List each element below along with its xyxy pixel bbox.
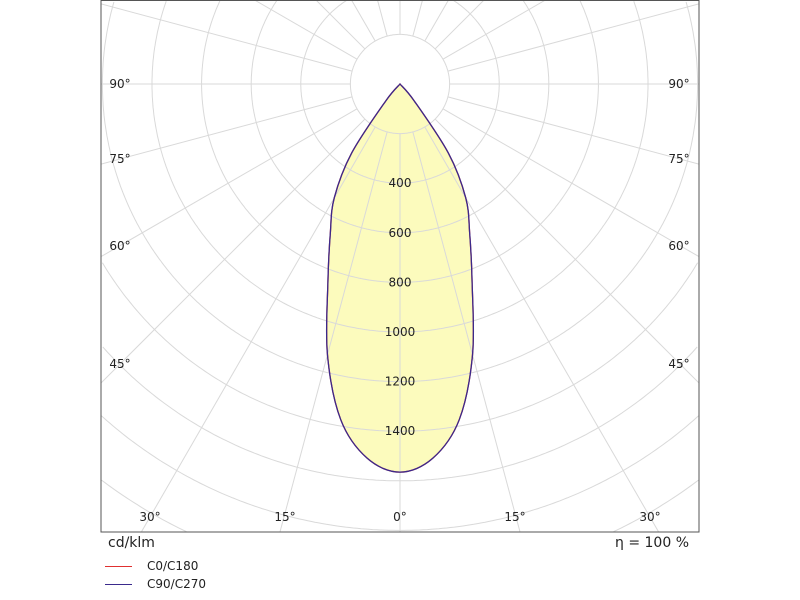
angle-label-right: 90° [668, 77, 689, 91]
grid-radial-line [101, 108, 358, 258]
grid-radial-line [351, 0, 376, 42]
radial-tick-label: 800 [389, 275, 412, 289]
angle-label-left: 90° [109, 77, 130, 91]
grid-radial-line [447, 96, 699, 165]
radial-tick-label: 600 [389, 226, 412, 240]
legend-item-c0-c180: C0/C180 [105, 559, 198, 573]
grid-radial-line [442, 108, 699, 258]
legend-item-c90-c270: C90/C270 [105, 577, 206, 591]
axis-labels: 400 600 800 1000 1200 1400 90° 75° 60° 45° 30° 15° 9… [109, 77, 689, 524]
grid-ring [101, 1, 699, 383]
legend-label: C90/C270 [147, 577, 206, 591]
radial-tick-label: 1000 [385, 325, 416, 339]
legend-swatch-red [105, 565, 132, 567]
grid-ring [250, 0, 550, 234]
legend-swatch-blue [105, 583, 132, 585]
grid-radial-line [254, 0, 358, 60]
grid-ring [151, 1, 649, 333]
angle-label-left: 30° [139, 510, 160, 524]
grid-radial-line [140, 126, 376, 532]
grid-radial-line [101, 96, 353, 165]
unit-label: cd/klm [108, 535, 155, 551]
angle-label-right: 45° [668, 357, 689, 371]
radial-tick-label: 1200 [385, 375, 416, 389]
series-curve [325, 82, 475, 473]
grid-radial-line [424, 126, 660, 532]
grid-radial-line [447, 3, 699, 72]
grid-radial-line [424, 0, 449, 42]
legend-label: C0/C180 [147, 559, 199, 573]
angle-label-right: 75° [668, 152, 689, 166]
grid-ring [101, 479, 699, 532]
angle-label-left: 15° [274, 510, 295, 524]
chart-frame [100, 0, 700, 533]
grid-ring [300, 0, 500, 184]
efficiency-label: η = 100 % [615, 535, 689, 551]
grid-radial-line [434, 118, 699, 384]
grid-radial-line [279, 131, 388, 532]
angle-label-right: 30° [639, 510, 660, 524]
radial-tick-label: 400 [389, 176, 412, 190]
angle-label-right: 60° [668, 239, 689, 253]
grid-radial-line [101, 118, 366, 384]
grid-ring [201, 0, 599, 283]
angle-label-left: 60° [109, 239, 130, 253]
angle-label-right: 15° [504, 510, 525, 524]
grid-radial-line [434, 0, 485, 50]
grid-radial-line [412, 131, 521, 532]
radial-tick-label: 1400 [385, 424, 416, 438]
grid-radial-line [412, 0, 423, 37]
grid-radial-line [315, 0, 366, 50]
angle-label-left: 45° [109, 357, 130, 371]
grid-radial-line [442, 0, 546, 60]
angle-label-left: 75° [109, 152, 130, 166]
grid-radial-line [101, 3, 353, 72]
angle-label-center: 0° [393, 510, 407, 524]
plot-area [101, 0, 699, 532]
grid-radial-line [377, 0, 388, 37]
